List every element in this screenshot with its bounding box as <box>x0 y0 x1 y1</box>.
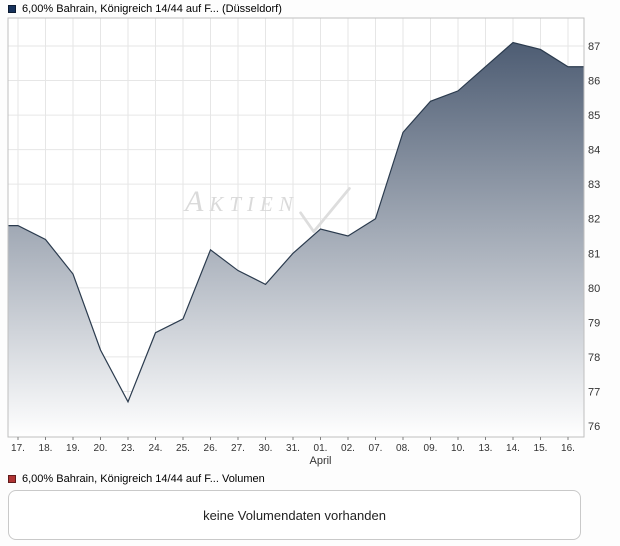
svg-text:20.: 20. <box>94 443 108 454</box>
svg-text:26.: 26. <box>204 443 218 454</box>
svg-text:07.: 07. <box>369 443 383 454</box>
volume-series-label: 6,00% Bahrain, Königreich 14/44 auf F...… <box>22 473 265 485</box>
svg-text:25.: 25. <box>176 443 190 454</box>
svg-text:17.: 17. <box>11 443 25 454</box>
svg-text:76: 76 <box>588 421 600 433</box>
svg-text:83: 83 <box>588 179 600 191</box>
svg-text:77: 77 <box>588 386 600 398</box>
svg-text:18.: 18. <box>39 443 53 454</box>
price-area <box>8 42 584 437</box>
svg-text:80: 80 <box>588 283 600 295</box>
svg-text:78: 78 <box>588 352 600 364</box>
svg-text:10.: 10. <box>451 443 465 454</box>
svg-text:14.: 14. <box>506 443 520 454</box>
price-series-swatch <box>8 5 16 13</box>
svg-text:13.: 13. <box>479 443 493 454</box>
svg-text:86: 86 <box>588 76 600 88</box>
price-series-label: 6,00% Bahrain, Königreich 14/44 auf F...… <box>22 3 282 15</box>
price-line <box>8 41 584 404</box>
svg-text:81: 81 <box>588 248 600 260</box>
svg-text:24.: 24. <box>149 443 163 454</box>
volume-series-swatch <box>8 475 16 483</box>
chart-svg[interactable]: 76 77 78 79 80 81 82 83 84 85 86 87 17. 18. 19. 20. 23. 2… <box>0 16 620 468</box>
svg-text:30.: 30. <box>259 443 273 454</box>
svg-text:84: 84 <box>588 145 600 157</box>
svg-text:02.: 02. <box>341 443 355 454</box>
svg-text:15.: 15. <box>534 443 548 454</box>
svg-text:01.: 01. <box>314 443 328 454</box>
svg-text:19.: 19. <box>66 443 80 454</box>
svg-text:82: 82 <box>588 214 600 226</box>
price-series-legend: 6,00% Bahrain, Königreich 14/44 auf F...… <box>8 3 282 15</box>
svg-text:April: April <box>309 455 331 467</box>
svg-text:27.: 27. <box>231 443 245 454</box>
volume-series-legend: 6,00% Bahrain, Königreich 14/44 auf F...… <box>8 473 265 485</box>
svg-text:16.: 16. <box>561 443 575 454</box>
svg-text:87: 87 <box>588 41 600 53</box>
svg-text:31.: 31. <box>286 443 300 454</box>
svg-text:85: 85 <box>588 110 600 122</box>
price-chart[interactable]: 76 77 78 79 80 81 82 83 84 85 86 87 17. 18. 19. 20. 23. 2… <box>0 16 620 468</box>
volume-message-box: keine Volumendaten vorhanden <box>8 490 581 540</box>
svg-text:09.: 09. <box>424 443 438 454</box>
svg-text:08.: 08. <box>396 443 410 454</box>
svg-text:79: 79 <box>588 317 600 329</box>
svg-text:23.: 23. <box>121 443 135 454</box>
volume-message-text: keine Volumendaten vorhanden <box>203 507 386 523</box>
